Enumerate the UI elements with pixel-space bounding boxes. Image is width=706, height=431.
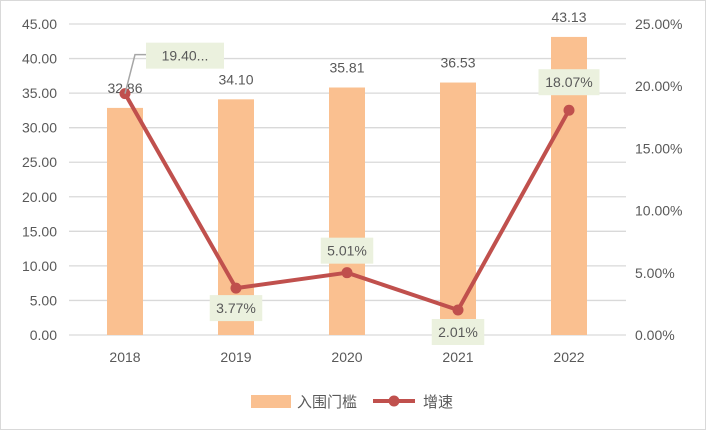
bar xyxy=(107,107,143,336)
x-tick-label: 2021 xyxy=(442,349,473,365)
right-tick-label: 15.00% xyxy=(635,140,682,156)
right-tick-label: 20.00% xyxy=(635,78,682,94)
line-label-box xyxy=(431,318,485,345)
line-label-box xyxy=(146,42,224,69)
left-tick-label: 10.00 xyxy=(22,258,57,274)
right-tick-label: 10.00% xyxy=(635,203,682,219)
line-label-box xyxy=(538,69,600,96)
x-tick-label: 2020 xyxy=(331,349,362,365)
left-tick-label: 30.00 xyxy=(22,120,57,136)
line-point xyxy=(452,304,464,316)
bar-data-label: 43.13 xyxy=(551,9,586,25)
x-tick-label: 2018 xyxy=(109,349,140,365)
bar-data-label: 35.81 xyxy=(329,60,364,76)
line-data-label: 5.01% xyxy=(327,243,367,259)
left-tick-label: 15.00 xyxy=(22,223,57,239)
right-tick-label: 5.00% xyxy=(635,265,675,281)
right-tick-label: 25.00% xyxy=(635,16,682,32)
line-label-box xyxy=(320,237,374,264)
bar-data-label: 34.10 xyxy=(218,71,253,87)
line-data-label: 19.40... xyxy=(162,48,209,64)
right-tick-label: 0.00% xyxy=(635,327,675,343)
bar-data-label: 36.53 xyxy=(440,55,475,71)
left-tick-label: 5.00 xyxy=(30,292,57,308)
legend-bar-swatch xyxy=(251,395,291,408)
left-tick-label: 0.00 xyxy=(30,327,57,343)
bar xyxy=(329,87,365,335)
left-tick-label: 25.00 xyxy=(22,154,57,170)
line-data-label: 18.07% xyxy=(545,74,592,90)
line-point xyxy=(230,282,242,294)
legend-line-label: 增速 xyxy=(423,394,453,411)
leader-line xyxy=(124,53,147,94)
line-point xyxy=(341,267,353,279)
line-data-label: 2.01% xyxy=(438,324,478,340)
left-tick-label: 20.00 xyxy=(22,189,57,205)
legend-bar-label: 入围门槛 xyxy=(297,394,357,411)
line-point xyxy=(563,104,575,116)
line-label-box xyxy=(209,295,263,322)
x-tick-label: 2022 xyxy=(553,349,584,365)
left-tick-label: 40.00 xyxy=(22,51,57,67)
legend-line-marker xyxy=(388,395,400,407)
line-data-label: 3.77% xyxy=(216,300,256,316)
left-tick-label: 45.00 xyxy=(22,16,57,32)
left-tick-label: 35.00 xyxy=(22,85,57,101)
bar-data-label: 32.86 xyxy=(107,80,142,96)
bar xyxy=(440,82,476,335)
x-tick-label: 2019 xyxy=(220,349,251,365)
